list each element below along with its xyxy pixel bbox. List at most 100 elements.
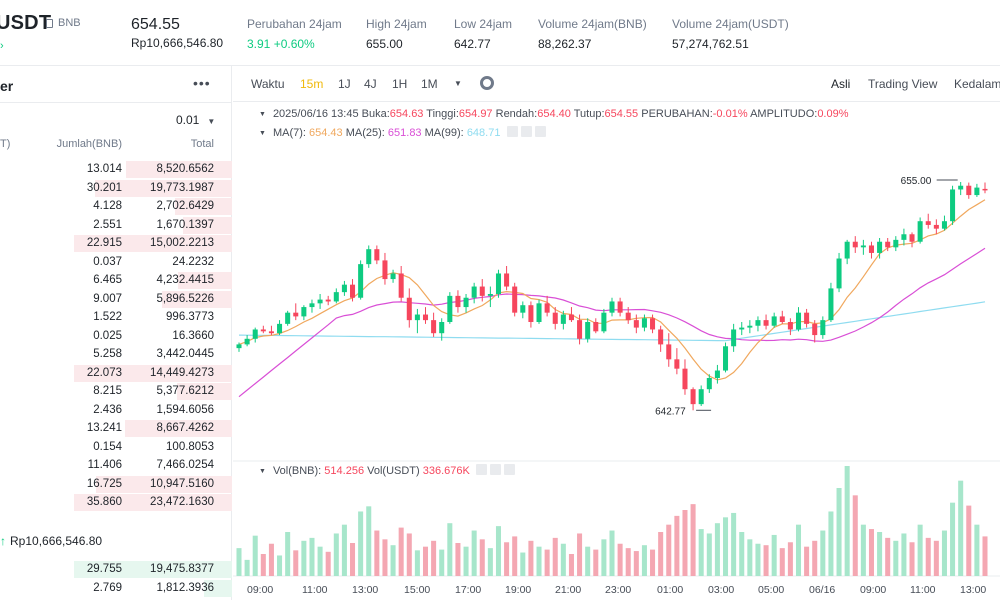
candle-body [422, 314, 429, 321]
chevron-right-icon[interactable]: › [0, 40, 4, 52]
base-asset-tag[interactable]: BNB [46, 17, 81, 29]
bids-list: 29.755 19,475.8377 2.769 1,812.3936 [0, 560, 232, 597]
order-book-row[interactable]: 0.154 100.8053 [0, 438, 232, 457]
ma25-value: 651.83 [387, 127, 422, 139]
order-book-row[interactable]: 22.915 15,002.2213 [0, 234, 232, 253]
volume-bar [625, 548, 631, 576]
order-book-row[interactable]: 2.551 1,670.1397 [0, 216, 232, 235]
order-book-row[interactable]: 6.465 4,232.4415 [0, 271, 232, 290]
more-options-icon[interactable]: ••• [193, 75, 211, 91]
volume-bar [828, 511, 834, 576]
candle-body [260, 329, 266, 332]
interval-1h[interactable]: 1H [392, 77, 408, 91]
view-depth[interactable]: Kedalam [954, 77, 1000, 91]
vol-usdt-value: 336.676K [422, 465, 470, 477]
order-book-row[interactable]: 29.755 19,475.8377 [0, 560, 232, 579]
row-total: 4,232.4415 [156, 274, 214, 286]
candle-body [512, 286, 518, 313]
candle-body [398, 273, 404, 298]
candle-body [763, 320, 769, 326]
volume-bar [577, 533, 583, 576]
eye-icon[interactable] [475, 464, 487, 475]
volume-bar [520, 552, 526, 576]
order-book-row[interactable]: 4.128 2,702.6429 [0, 197, 232, 216]
settings-icon[interactable] [489, 464, 501, 475]
order-book-row[interactable]: 8.215 5,377.6212 [0, 382, 232, 401]
interval-more-caret-icon[interactable]: ▼ [454, 79, 462, 88]
mid-price[interactable]: ↑ Rp10,666,546.80 [0, 534, 102, 548]
order-book-row[interactable]: 2.436 1,594.6056 [0, 401, 232, 420]
gear-icon[interactable] [480, 76, 494, 90]
close-icon[interactable] [503, 464, 515, 475]
collapse-triangle-icon[interactable]: ▼ [259, 111, 266, 118]
row-amount: 22.915 [86, 237, 122, 249]
volume-bar [317, 546, 323, 576]
eye-icon[interactable] [506, 126, 518, 137]
interval-1j[interactable]: 1J [338, 77, 351, 91]
bnb-icon [46, 18, 53, 28]
row-amount: 13.241 [86, 422, 122, 434]
candle-body [828, 288, 834, 321]
view-tradingview[interactable]: Trading View [868, 77, 938, 91]
order-book-row[interactable]: 30.201 19,773.1987 [0, 179, 232, 198]
order-book-row[interactable]: 0.025 16.3660 [0, 327, 232, 346]
order-book-row[interactable]: 1.522 996.3773 [0, 308, 232, 327]
order-book-row[interactable]: 13.014 8,520.6562 [0, 160, 232, 179]
order-book-row[interactable]: 35.860 23,472.1630 [0, 493, 232, 512]
candle-body [544, 303, 550, 313]
caret-down-icon: ▼ [207, 117, 216, 126]
candle-body [609, 301, 615, 313]
collapse-triangle-icon[interactable]: ▼ [259, 130, 266, 137]
settings-icon[interactable] [520, 126, 532, 137]
interval-15m[interactable]: 15m [300, 77, 324, 91]
candle-body [755, 320, 761, 326]
interval-1m[interactable]: 1M [421, 77, 438, 91]
x-tick-label: 21:00 [555, 584, 582, 596]
candle-body [350, 284, 356, 298]
volume-bar [706, 533, 712, 576]
order-book-row[interactable]: 13.241 8,667.4262 [0, 419, 232, 438]
volume-bar [771, 534, 777, 576]
depth-bar [96, 475, 232, 493]
candle-body [868, 245, 874, 253]
order-book-row[interactable]: 9.007 5,896.5226 [0, 290, 232, 309]
order-book-row[interactable]: 0.037 24.2232 [0, 253, 232, 272]
volume-bar [731, 512, 737, 576]
row-amount: 35.860 [86, 496, 122, 508]
stat-high-24h: High 24jam 655.00 [366, 17, 427, 51]
pair-symbol[interactable]: USDT [0, 12, 52, 34]
candlestick-chart[interactable]: 655.00 642.77 [233, 66, 1000, 600]
candle-body [447, 295, 453, 322]
close-icon[interactable] [534, 126, 546, 137]
interval-4j[interactable]: 4J [364, 77, 377, 91]
candle-body [593, 322, 599, 332]
row-total: 23,472.1630 [150, 496, 214, 508]
order-book-row[interactable]: 11.406 7,466.0254 [0, 456, 232, 475]
volume-bar [755, 543, 761, 576]
candle-body [285, 312, 291, 324]
price-step-select[interactable]: 0.01 ▼ [176, 113, 215, 127]
candle-body [317, 299, 323, 304]
volume-bar [941, 530, 947, 576]
candle-body [706, 378, 712, 390]
col-total: Total [190, 138, 214, 150]
ma7-label: MA(7): [272, 127, 306, 139]
row-total: 19,773.1987 [150, 181, 214, 194]
collapse-triangle-icon[interactable]: ▼ [259, 468, 266, 475]
row-amount: 16.725 [86, 477, 122, 490]
candle-body [536, 303, 542, 322]
candle-body [301, 307, 307, 317]
order-book-row[interactable]: 5.258 3,442.0445 [0, 345, 232, 364]
candle-body [877, 241, 883, 253]
x-tick-label: 11:00 [302, 584, 328, 596]
order-book-row[interactable]: 16.725 10,947.5160 [0, 475, 232, 494]
volume-bar [439, 549, 445, 576]
candle-body [925, 221, 931, 225]
volume-bar [366, 506, 372, 576]
candle-body [917, 221, 923, 242]
order-book-row[interactable]: 2.769 1,812.3936 [0, 579, 232, 598]
volume-bar [787, 542, 793, 576]
depth-bar [178, 272, 232, 289]
view-original[interactable]: Asli [831, 77, 851, 91]
order-book-row[interactable]: 22.073 14,449.4273 [0, 364, 232, 383]
